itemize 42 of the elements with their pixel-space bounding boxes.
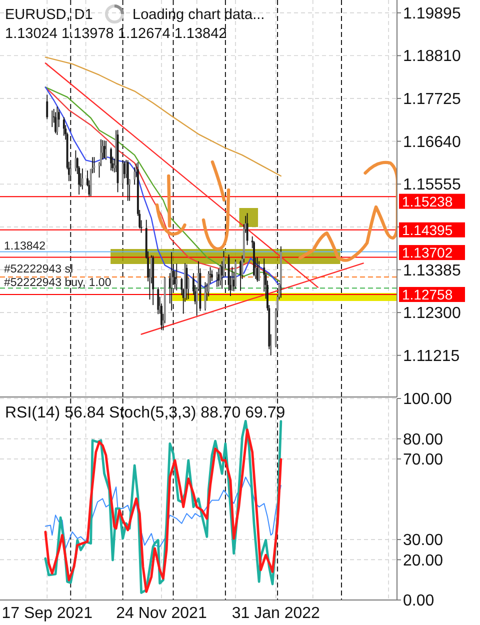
ref-line-label: 1.13702 [402,244,453,261]
y-tick-label: 1.12300 [403,305,461,322]
y-tick-label: 1.15555 [403,176,461,194]
ref-line-label: #52222943 sl [4,264,74,276]
candlestick [170,252,173,312]
ref-line-label: 1.13842 [4,240,46,253]
candlestick [208,270,210,297]
text: EURUSD, D1 [5,7,93,23]
y-tick-label: 1.11215 [403,348,460,365]
x-tick-label: 17 Sep 2021 [2,605,93,622]
y-tick-label: 1.17725 [403,91,461,108]
ref-line-label: 1.14395 [402,222,453,238]
line-series [44,56,282,177]
y-tick-label: 0.00 [403,592,434,610]
chart-title: RSI(14) 56.84 Stoch(5,3,3) 88.70 69.79 [5,404,286,422]
x-tick-label: 24 Nov 2021 [116,605,207,622]
candlestick [246,212,248,246]
annotation: Loading chart data... [132,7,265,23]
y-tick-label: 30.00 [403,532,444,550]
y-tick-label: 1.16640 [403,134,461,151]
y-tick-label: 1.13385 [403,262,461,280]
y-tick-label: 80.00 [403,431,444,448]
candlestick [218,268,220,287]
candlestick [46,94,48,120]
y-tick-label: 70.00 [403,452,444,469]
candlestick [258,260,260,282]
ref-line-label: #52222943 buy, 1.00 [4,277,112,290]
candlestick [81,168,84,190]
y-tick-label: 20.00 [403,552,444,570]
candlestick [105,140,107,160]
y-tick-label: 1.19895 [403,5,461,22]
ref-line-label: 1.15238 [402,193,453,210]
x-tick-label: 31 Jan 2022 [232,605,320,622]
ref-line-label: 1.12758 [402,286,453,303]
candlestick [56,106,58,136]
y-tick-label: 100.00 [403,391,452,408]
y-tick-label: 1.18810 [403,48,461,66]
candlestick [62,116,65,136]
candlestick [110,147,112,171]
text: 1.13024 1.13978 1.12674 1.13842 [5,26,227,42]
candlestick [126,160,129,202]
candlestick [176,263,178,291]
